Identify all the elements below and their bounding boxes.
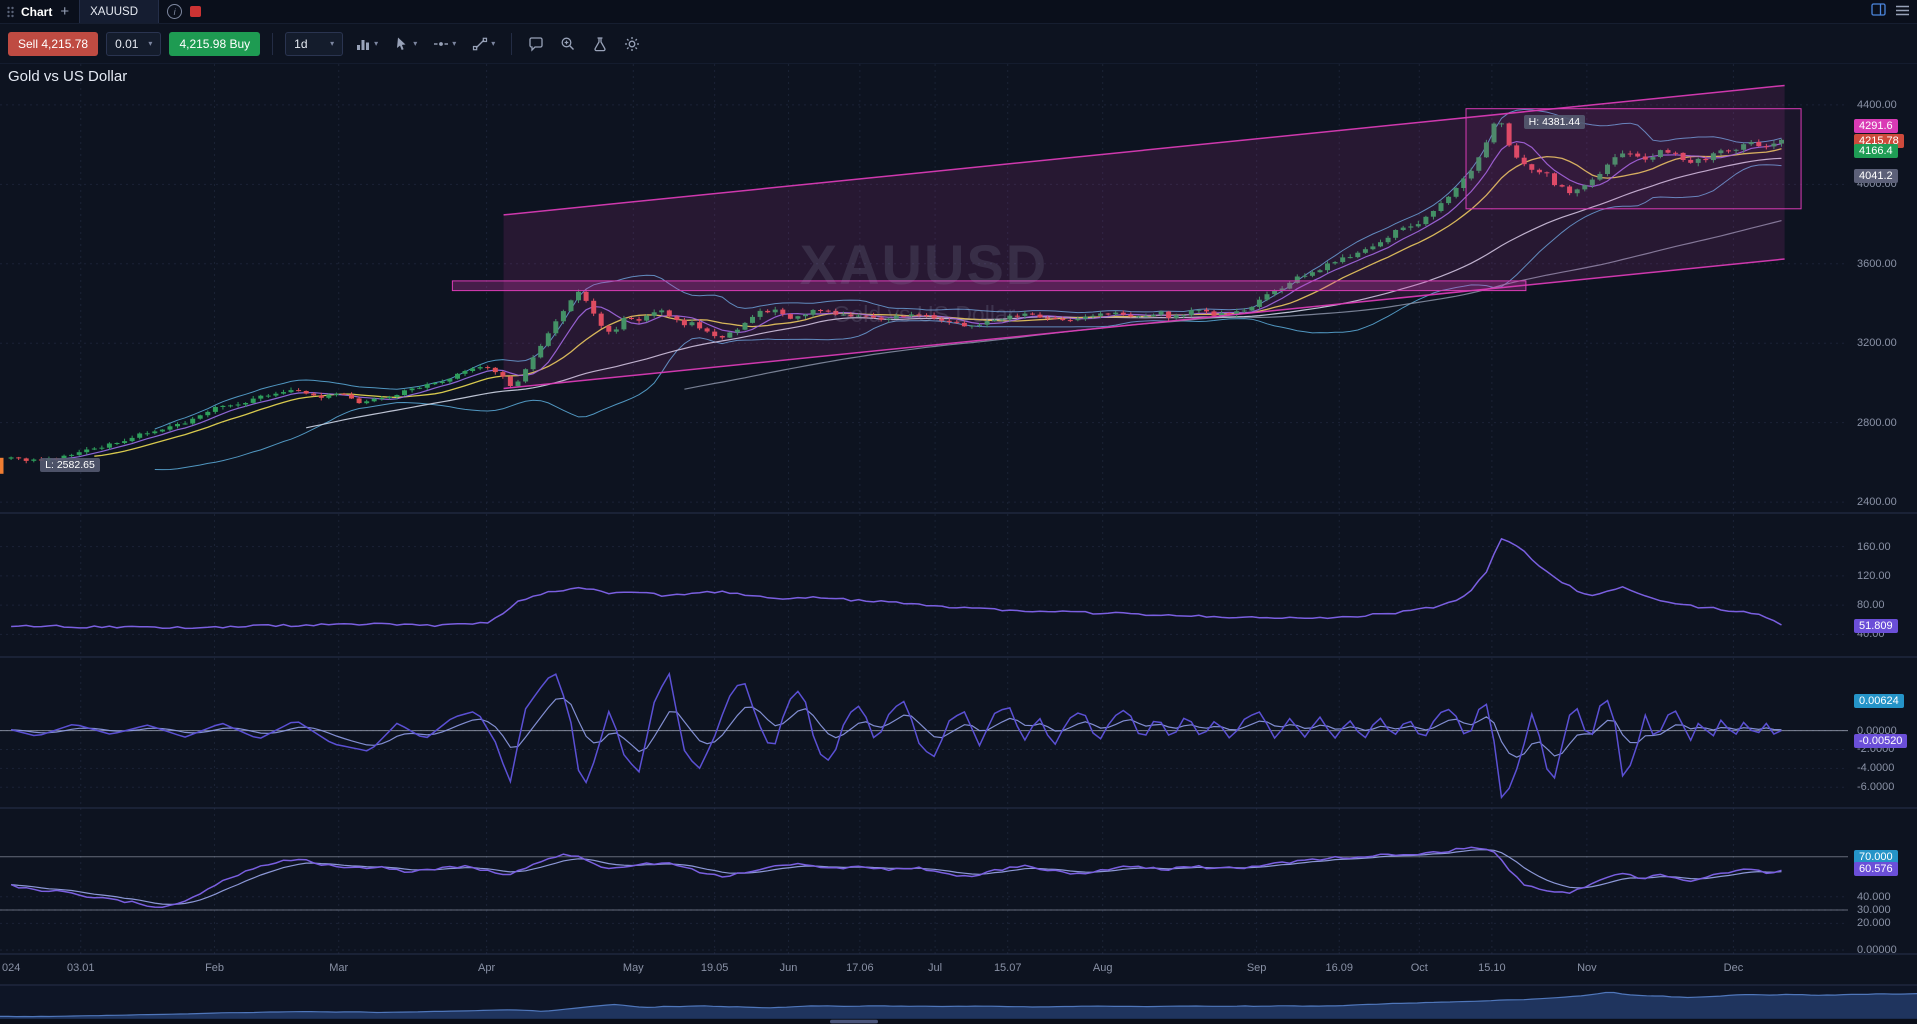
- low-marker-badge: L: 2582.65: [40, 457, 100, 472]
- timeframe-select[interactable]: 1d ▾: [285, 31, 344, 56]
- chart-canvas[interactable]: [0, 64, 1917, 1024]
- drag-grip-icon[interactable]: [0, 5, 21, 19]
- symbol-tab-label: XAUUSD: [90, 5, 139, 18]
- sell-button[interactable]: Sell 4,215.78: [8, 31, 99, 56]
- chart-type-button[interactable]: ▾: [351, 34, 382, 54]
- chart-toolbar: Sell 4,215.78 0.01 ▾ 4,215.98 Buy 1d ▾ ▾…: [0, 24, 1917, 64]
- cursor-tool-button[interactable]: ▾: [390, 34, 421, 54]
- quantity-value: 0.01: [115, 36, 139, 51]
- toolbar-divider: [272, 32, 274, 55]
- drawing-tool-button[interactable]: ▾: [468, 34, 499, 54]
- panel-layout-icon[interactable]: [1871, 2, 1886, 21]
- line-style-button[interactable]: ▾: [429, 34, 460, 54]
- price-scale[interactable]: [1848, 64, 1917, 954]
- indicators-flask-icon[interactable]: [588, 34, 612, 54]
- timeframe-value: 1d: [294, 36, 308, 51]
- chevron-down-icon: ▾: [491, 38, 496, 48]
- time-axis[interactable]: [0, 954, 1917, 985]
- chevron-down-icon: ▾: [148, 38, 153, 48]
- symbol-tab[interactable]: XAUUSD: [79, 0, 160, 23]
- settings-gear-icon[interactable]: [620, 34, 644, 54]
- chevron-down-icon: ▾: [330, 38, 335, 48]
- alerts-bubble-icon[interactable]: [524, 34, 548, 54]
- chevron-down-icon: ▾: [374, 38, 379, 48]
- chevron-down-icon: ▾: [452, 38, 457, 48]
- menu-icon[interactable]: [1896, 3, 1909, 21]
- zoom-in-icon[interactable]: [556, 34, 580, 54]
- buy-button[interactable]: 4,215.98 Buy: [169, 31, 261, 56]
- chevron-down-icon: ▾: [413, 38, 418, 48]
- navigator[interactable]: [0, 985, 1917, 1024]
- market-status-icon: [190, 6, 202, 17]
- add-chart-button[interactable]: +: [60, 3, 70, 20]
- info-icon[interactable]: i: [167, 4, 183, 19]
- top-bar: Chart + XAUUSD i: [0, 0, 1917, 24]
- chart-section-label: Chart: [21, 4, 53, 19]
- chart-area: XAUUSD Gold vs US Dollar Gold vs US Doll…: [0, 64, 1917, 1024]
- quantity-stepper[interactable]: 0.01 ▾: [106, 31, 162, 56]
- chart-title: Gold vs US Dollar: [8, 68, 128, 85]
- high-marker-badge: H: 4381.44: [1523, 114, 1586, 129]
- toolbar-divider: [511, 32, 513, 55]
